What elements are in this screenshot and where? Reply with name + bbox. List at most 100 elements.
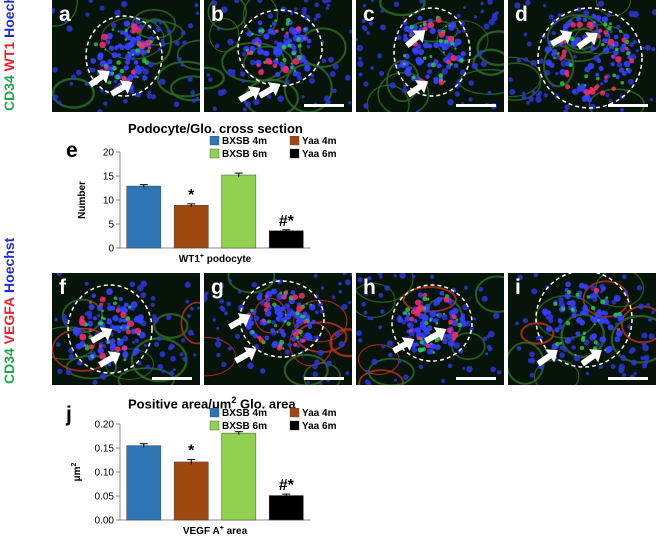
micrograph-b-svg-glom-nucleus <box>283 33 290 39</box>
micrograph-g-svg-glom-nucleus <box>279 328 285 335</box>
micrograph-h-svg-nucleus <box>363 310 368 315</box>
micrograph-i-svg-nucleus <box>535 336 541 341</box>
micrograph-i-svg-nucleus <box>648 333 655 340</box>
micrograph-b-svg-tubule <box>242 0 279 37</box>
micrograph-a-svg-glomerulus-outline <box>85 15 163 97</box>
micrograph-a-svg-glom-nucleus <box>134 65 141 71</box>
micrograph-d-svg-glom-cd34 <box>625 67 629 71</box>
micrograph-f-svg-glom-red <box>98 344 103 349</box>
micrograph-b-svg-glom-nucleus <box>275 71 281 78</box>
arrow-icon-shape <box>536 349 558 367</box>
micrograph-i-svg-glom-cd34 <box>600 299 606 305</box>
micrograph-i-svg-nucleus <box>641 332 648 339</box>
micrograph-h: h <box>356 273 504 385</box>
micrograph-a-svg-glom-nucleus <box>123 30 129 36</box>
micrograph-i-svg-glom-cd34 <box>561 306 566 311</box>
micrograph-i-svg-glom-nucleus <box>569 299 576 307</box>
micrograph-f-svg-glom-nucleus <box>87 320 94 327</box>
micrograph-b-svg-nucleus <box>310 73 315 78</box>
micrograph-a-svg-glom-nucleus <box>133 74 138 79</box>
micrograph-h-svg-nucleus <box>393 273 397 278</box>
micrograph-b-svg-glom-red <box>258 69 264 76</box>
micrograph-a-svg-nucleus <box>75 69 82 76</box>
micrograph-f-svg-nucleus <box>157 363 164 370</box>
panel-letter-e: e <box>66 139 78 162</box>
micrograph-c-svg-glom-nucleus <box>433 76 439 83</box>
micrograph-g-svg-nucleus <box>338 281 342 286</box>
micrograph-a-svg-glom-nucleus <box>124 53 132 61</box>
micrograph-i-svg-glom-nucleus <box>543 311 548 316</box>
micrograph-b-svg-nucleus <box>213 0 218 6</box>
micrograph-i-svg-glom-nucleus <box>589 334 596 341</box>
panel-letter-g: g <box>211 276 224 299</box>
micrograph-c-svg-glom-cd34 <box>459 58 464 63</box>
micrograph-f-svg-nucleus <box>137 361 142 366</box>
micrograph-h-svg-glom-nucleus <box>414 342 419 347</box>
micrograph-b-svg-nucleus <box>241 52 246 57</box>
micrograph-f-svg-nucleus <box>190 332 194 336</box>
micrograph-b-svg-glom-cd34 <box>303 27 307 31</box>
micrograph-c-svg-glom-red <box>447 35 455 43</box>
micrograph-d-svg-glom-red <box>604 75 608 80</box>
arrow-icon <box>406 80 428 98</box>
micrograph-f-svg-nucleus <box>84 311 89 316</box>
micrograph-a-svg-glom-nucleus <box>123 20 131 27</box>
micrograph-d-svg-glom-nucleus <box>576 16 582 22</box>
micrograph-i-svg-nucleus <box>615 322 619 326</box>
micrograph-h-svg-glom-cd34 <box>432 351 436 354</box>
micrograph-h-svg-nucleus <box>361 301 367 307</box>
panel-letter-b: b <box>211 3 224 26</box>
micrograph-i-svg-nucleus <box>558 296 564 303</box>
micrograph-f-svg-glom-cd34 <box>123 358 127 362</box>
micrograph-i-svg-glom-nucleus <box>601 310 606 316</box>
micrograph-a-svg-nucleus <box>180 62 185 67</box>
micrograph-i-svg-nucleus <box>537 363 544 370</box>
micrograph-c-svg-nucleus <box>487 90 492 95</box>
micrograph-d-svg-glom-red <box>589 86 593 90</box>
micrograph-c-svg-nucleus <box>468 97 473 102</box>
micrograph-c-svg-nucleus <box>480 60 487 68</box>
micrograph-i-svg-nucleus <box>515 321 519 326</box>
micrograph-b-svg-glom-nucleus <box>263 50 270 57</box>
micrograph-h-svg-glom-cd34 <box>419 340 424 345</box>
arrow-icon <box>424 327 447 344</box>
micrograph-a-svg-tubule <box>52 0 78 27</box>
micrograph-h-svg-glom-nucleus <box>460 313 466 318</box>
micrograph-f-svg-glom-cd34 <box>83 344 87 347</box>
micrograph-b-svg-nucleus <box>321 58 327 64</box>
micrograph-b-svg-glom-red <box>303 36 307 40</box>
panel-letter-f: f <box>59 276 66 299</box>
chart-j-xlabel: VEGF A+ area <box>183 525 248 537</box>
micrograph-g-svg-glom-nucleus <box>296 317 304 325</box>
micrograph-g-svg-glom-red <box>292 331 299 337</box>
micrograph-f-svg-glom-cd34 <box>113 301 117 306</box>
micrograph-c-svg-glom-nucleus <box>454 38 462 46</box>
micrograph-g-svg-nucleus <box>247 362 254 370</box>
micrograph-f-svg-nucleus <box>116 305 121 309</box>
micrograph-f-svg-glomerulus-outline <box>67 284 153 374</box>
micrograph-h-svg-glom-red <box>417 304 424 311</box>
chart-j-legend-label: BXSB 6m <box>222 421 267 432</box>
chart-j-ytick-label: 0.05 <box>95 492 115 503</box>
chart-j-legend-swatch <box>209 420 220 431</box>
micrograph-d-svg-nucleus <box>606 13 611 18</box>
micrograph-a-svg-nucleus <box>173 101 180 108</box>
micrograph-i-svg-glom-nucleus <box>564 292 571 300</box>
micrograph-c-svg-glom-cd34 <box>409 24 414 30</box>
micrograph-f-svg-nucleus <box>152 314 157 319</box>
micrograph-g-svg-glom-cd34 <box>276 331 279 334</box>
chart-e-ytick-label: 0 <box>108 244 114 255</box>
micrograph-g-svg-glom-nucleus <box>276 311 284 318</box>
micrograph-f-svg-glom-red <box>88 344 94 350</box>
micrograph-a-svg-nucleus <box>121 0 128 8</box>
chart-j-significance-mark: #* <box>279 477 295 494</box>
micrograph-i-svg-glom-nucleus <box>596 309 602 314</box>
micrograph-c-svg-nucleus <box>459 21 466 27</box>
micrograph-g-svg-glom-cd34 <box>250 330 255 334</box>
micrograph-h-svg-glom-nucleus <box>407 322 412 327</box>
micrograph-c-svg-nucleus <box>396 35 402 41</box>
micrograph-d-svg-nucleus <box>526 41 532 47</box>
micrograph-h-svg-nucleus <box>493 312 500 320</box>
micrograph-f-svg-glom-cd34 <box>128 305 132 309</box>
micrograph-h-svg-glom-red <box>451 314 457 320</box>
